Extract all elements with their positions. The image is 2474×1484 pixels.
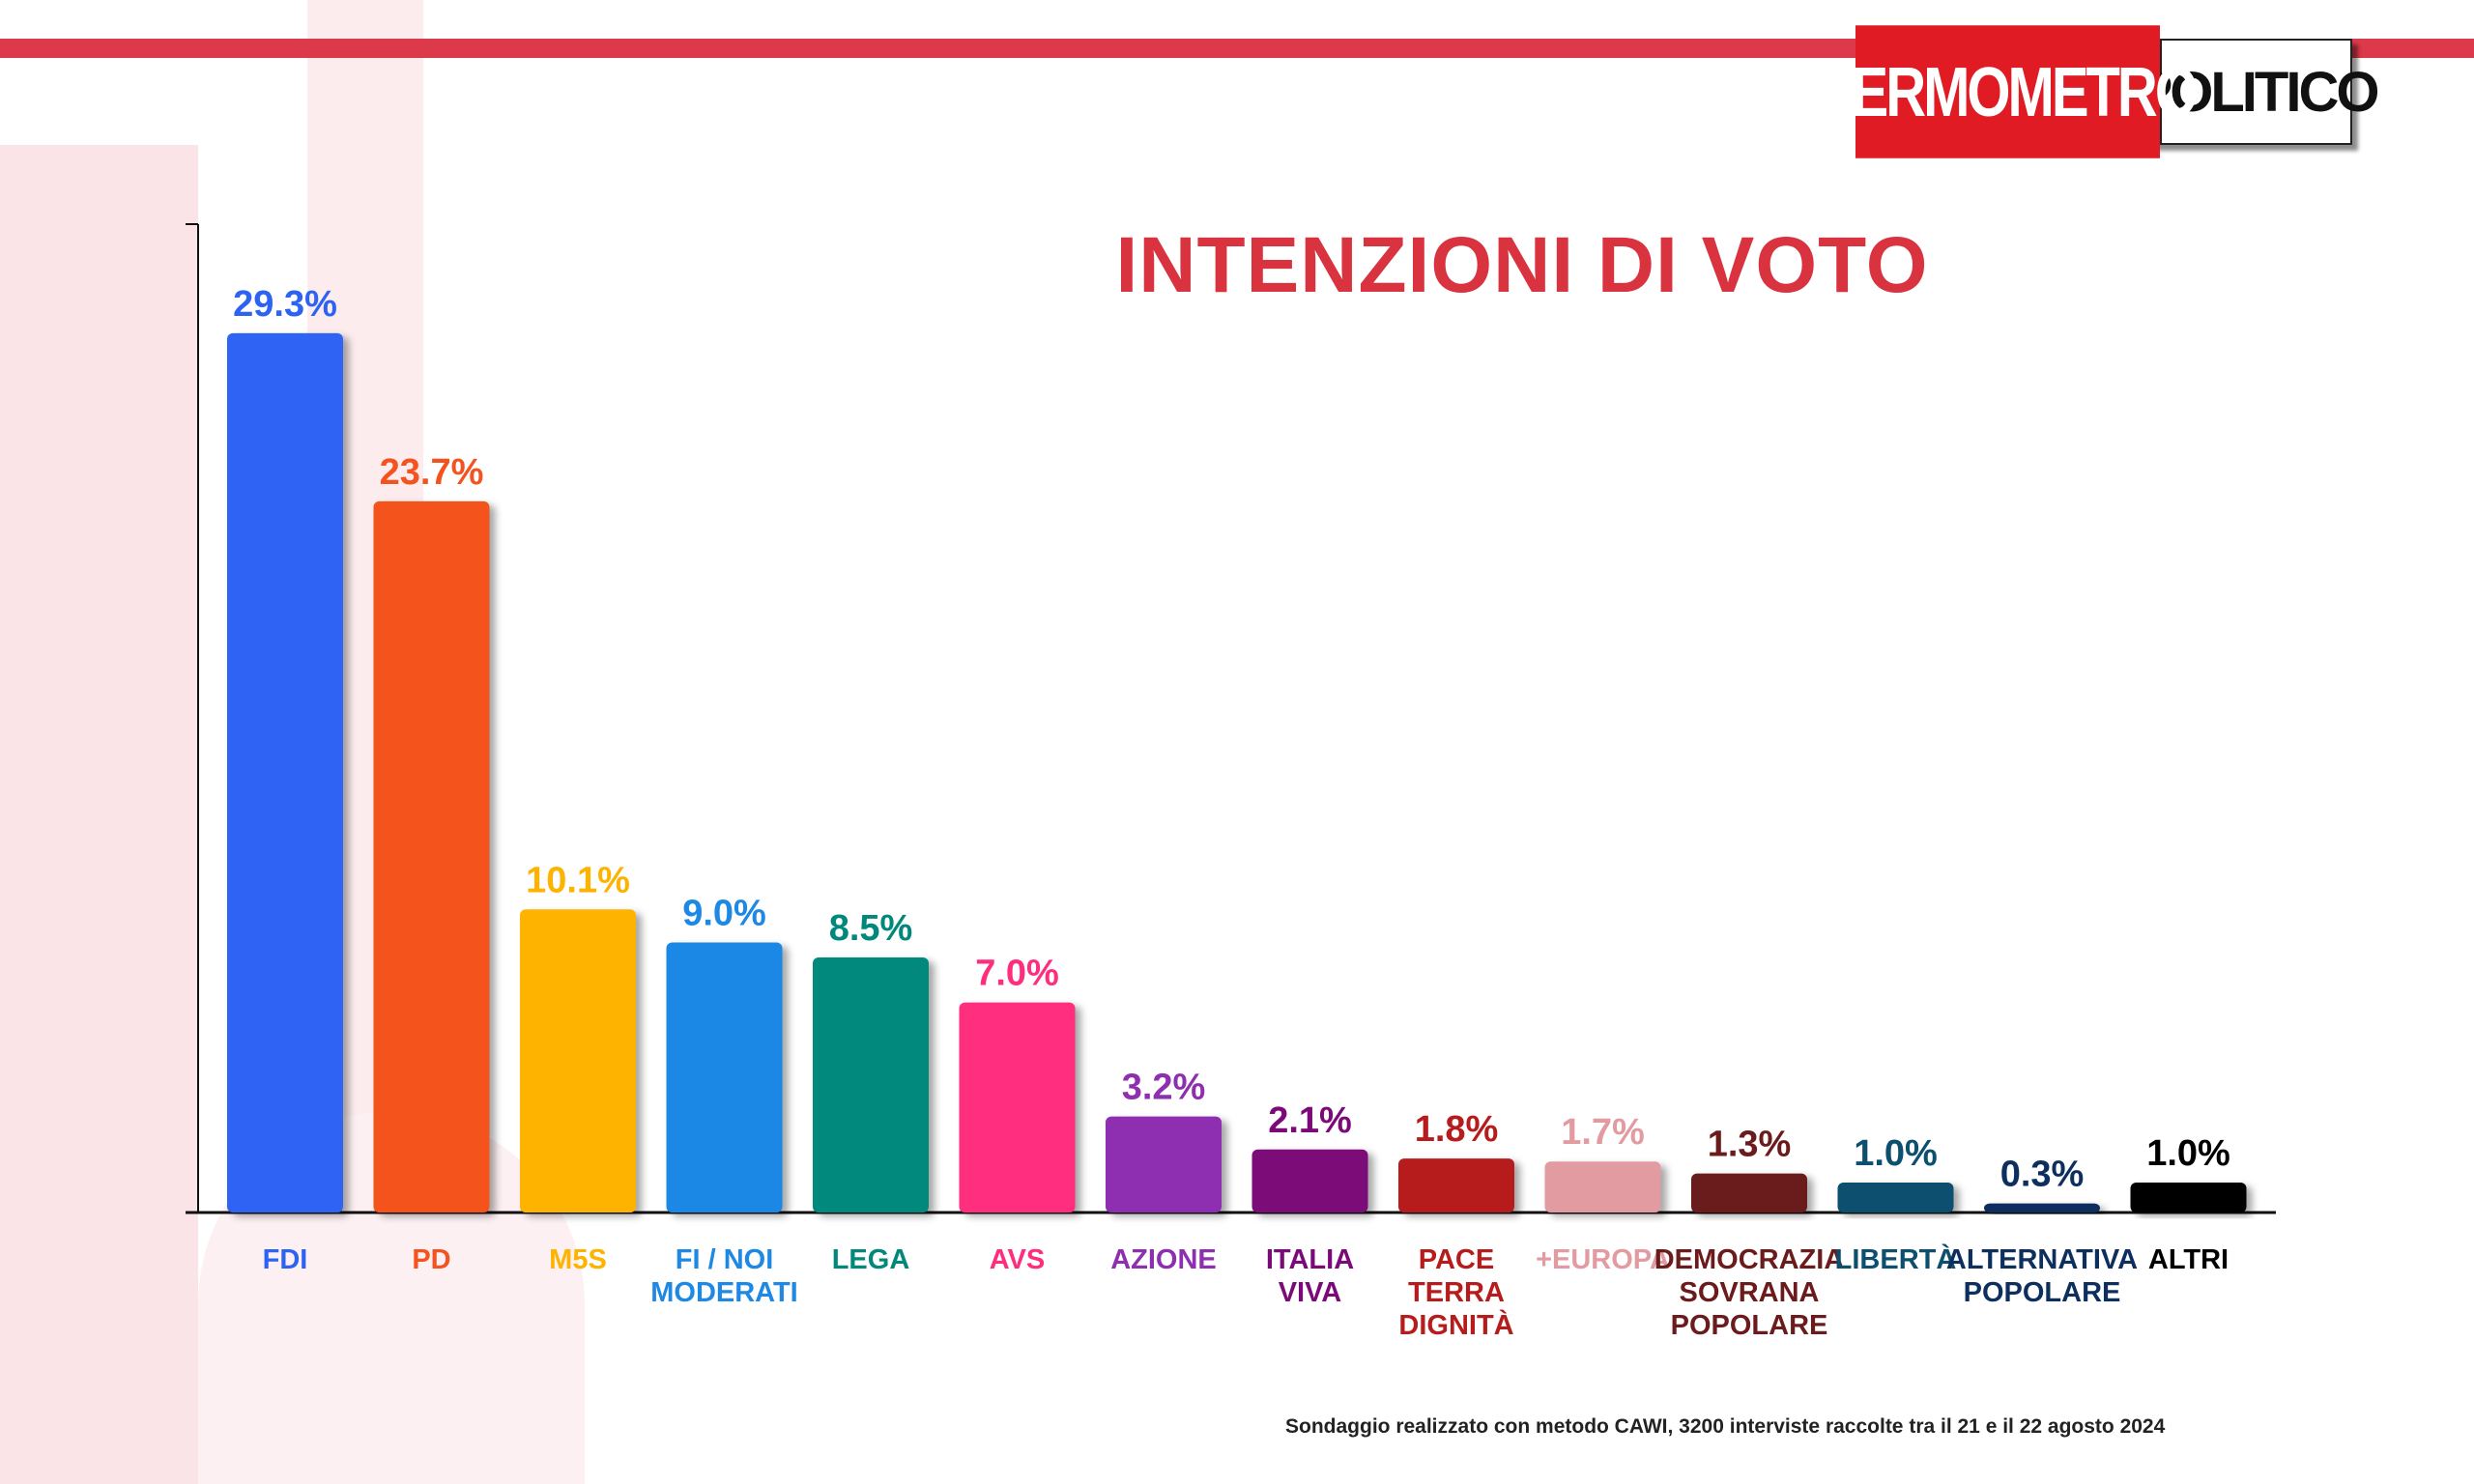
bar-lega [813, 956, 929, 1213]
bar-fdi [227, 332, 343, 1213]
value-label: 1.8% [1415, 1109, 1499, 1150]
brand-logo: TERMOMETRO POLITICO [1820, 25, 2379, 158]
value-label: 9.0% [682, 893, 766, 933]
value-label: 1.0% [2146, 1133, 2230, 1174]
bar--europa [1544, 1161, 1661, 1213]
category-label: SOVRANA [1679, 1277, 1819, 1308]
category-label: DEMOCRAZIA [1654, 1244, 1845, 1275]
category-label: ALTRI [2148, 1244, 2229, 1275]
bar-alternativa-popolare [1984, 1203, 2100, 1213]
bar-pd [373, 500, 490, 1213]
value-label: 1.3% [1708, 1125, 1792, 1165]
value-label: 23.7% [380, 452, 484, 493]
category-label: AZIONE [1110, 1244, 1217, 1275]
category-label: +EUROPA [1536, 1244, 1670, 1275]
category-label: VIVA [1279, 1277, 1342, 1308]
brand-logo-left: TERMOMETRO [1820, 25, 2199, 158]
bar-fi-noi-moderati [666, 942, 783, 1213]
category-label: ALTERNATIVA [1946, 1244, 2138, 1275]
bar-democrazia-sovrana-popolare [1691, 1173, 1807, 1213]
bar-m5s [520, 909, 636, 1213]
category-label: ITALIA [1266, 1244, 1354, 1275]
category-label: POPOLARE [1964, 1277, 2121, 1308]
value-label: 0.3% [2000, 1155, 2085, 1195]
value-label: 1.7% [1561, 1112, 1645, 1153]
bar-avs [959, 1002, 1076, 1213]
value-label: 7.0% [975, 954, 1059, 994]
bar-altri [2130, 1182, 2247, 1213]
category-label: PACE [1419, 1244, 1494, 1275]
chart-title: INTENZIONI DI VOTO [1115, 221, 1929, 309]
value-label: 10.1% [526, 860, 630, 900]
category-label: MODERATI [650, 1277, 798, 1308]
value-label: 29.3% [233, 284, 337, 325]
value-label: 1.0% [1854, 1133, 1938, 1174]
bar-pace-terra-dignit- [1398, 1158, 1514, 1213]
value-label: 8.5% [829, 908, 913, 949]
value-label: 3.2% [1122, 1068, 1206, 1108]
brand-logo-right: POLITICO [2136, 39, 2379, 145]
category-label: LIBERTÀ [1835, 1242, 1957, 1275]
bar-italia-viva [1251, 1149, 1368, 1213]
category-label: LEGA [832, 1244, 910, 1275]
bar-libert- [1837, 1182, 1954, 1213]
category-label: DIGNITÀ [1398, 1308, 1513, 1341]
category-label: POPOLARE [1671, 1310, 1828, 1341]
bar-azione [1106, 1116, 1222, 1213]
category-label: TERRA [1408, 1277, 1505, 1308]
category-label: FDI [263, 1244, 308, 1275]
category-label: AVS [990, 1244, 1045, 1275]
value-label: 2.1% [1268, 1100, 1352, 1141]
category-label: FI / NOI [676, 1244, 774, 1275]
category-label: PD [412, 1244, 450, 1275]
background-shape [0, 145, 198, 1484]
category-label: M5S [549, 1244, 607, 1275]
footnote: Sondaggio realizzato con metodo CAWI, 32… [1285, 1415, 2166, 1438]
